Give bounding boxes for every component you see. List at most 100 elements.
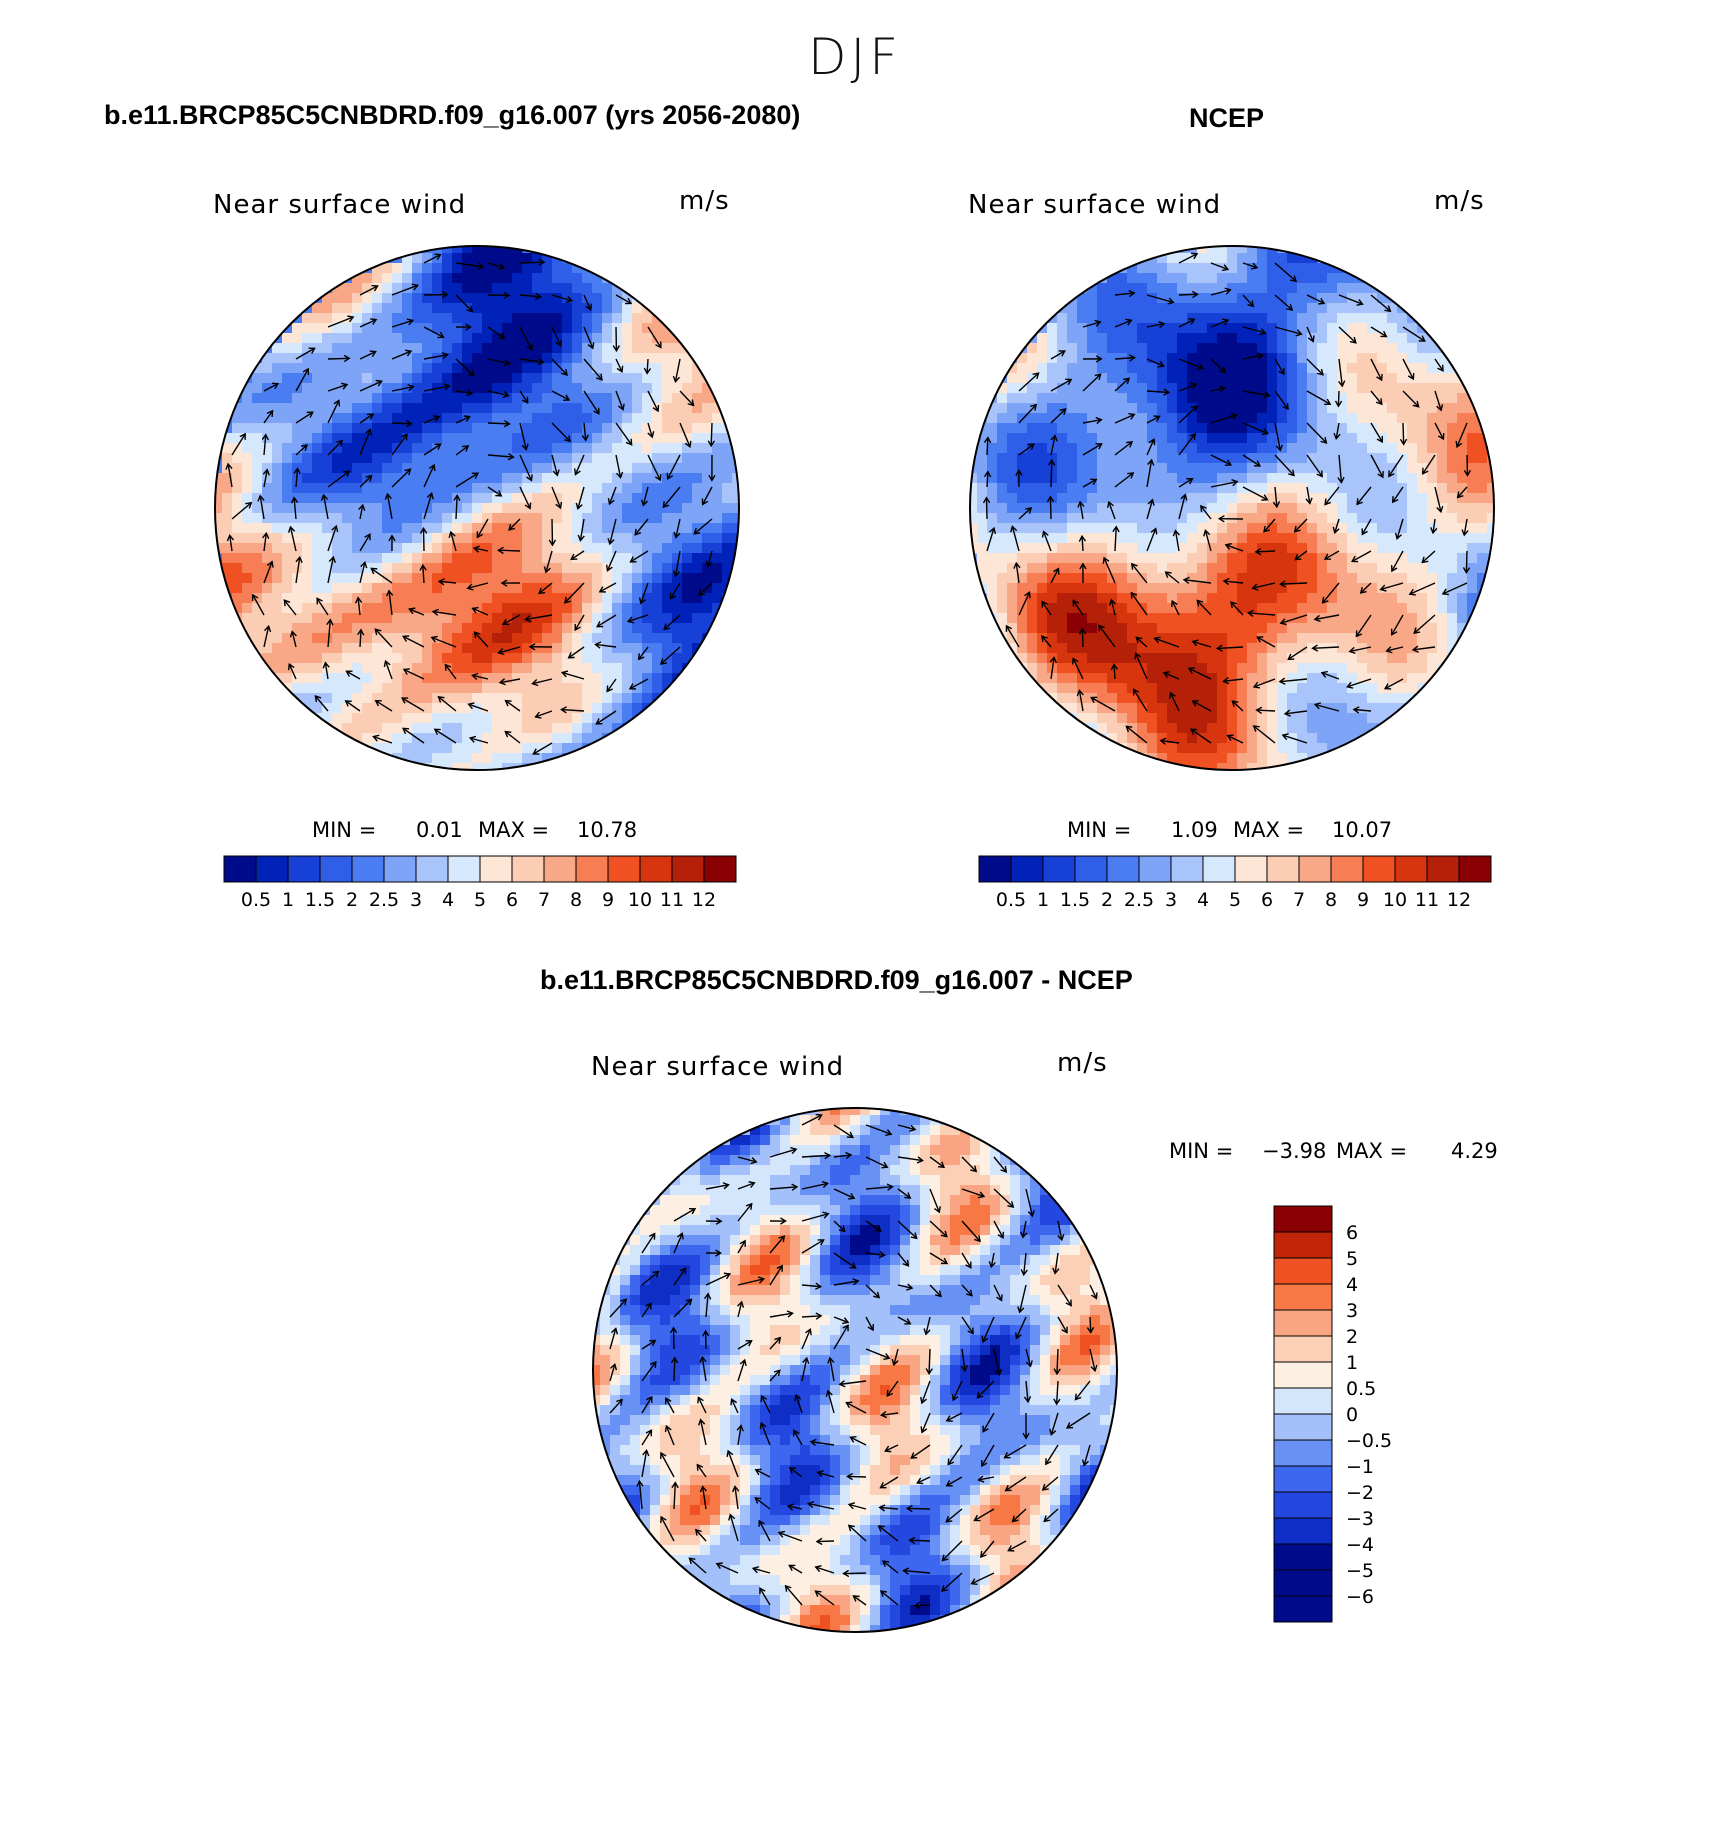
colorbar-swatch — [1458, 855, 1492, 883]
colorbar-swatch — [1394, 855, 1428, 883]
colorbar-tick-label: 11 — [660, 889, 684, 911]
panel-3-polar-map — [592, 1107, 1118, 1633]
colorbar-swatch — [1273, 1361, 1333, 1389]
colorbar-tick-label: −2 — [1346, 1482, 1374, 1504]
panel-1-title: b.e11.BRCP85C5CNBDRD.f09_g16.007 (yrs 20… — [104, 100, 801, 130]
colorbar-swatch — [543, 855, 577, 883]
colorbar-swatch — [1234, 855, 1268, 883]
panel-3-min-value: −3.98 — [1262, 1139, 1327, 1163]
colorbar-tick-label: 7 — [1293, 889, 1305, 911]
colorbar-tick-label: 4 — [1197, 889, 1209, 911]
colorbar-swatch — [1273, 1283, 1333, 1311]
colorbar-tick-label: 7 — [538, 889, 550, 911]
colorbar-swatch — [351, 855, 385, 883]
colorbar-swatch — [1273, 1595, 1333, 1623]
colorbar-tick-label: 9 — [602, 889, 614, 911]
colorbar-tick-label: 2 — [1346, 1326, 1358, 1348]
panel-1-min-value: 0.01 — [416, 818, 463, 842]
colorbar-swatch — [978, 855, 1012, 883]
colorbar-swatch — [1273, 1413, 1333, 1441]
colorbar-swatch — [1298, 855, 1332, 883]
panel-3-title: b.e11.BRCP85C5CNBDRD.f09_g16.007 - NCEP — [540, 965, 1133, 995]
colorbar-tick-label: 0 — [1346, 1404, 1358, 1426]
panel-2-units-label: m/s — [1434, 186, 1485, 216]
panel-2-min-label: MIN = — [1067, 818, 1132, 842]
colorbar-tick-label: 1 — [1346, 1352, 1358, 1374]
colorbar-tick-label: 1 — [282, 889, 294, 911]
colorbar-swatch — [1273, 1205, 1333, 1233]
colorbar-tick-label: 11 — [1415, 889, 1439, 911]
panel-1-polar-map — [214, 245, 740, 771]
colorbar-swatch — [639, 855, 673, 883]
panel-3-units-label: m/s — [1057, 1048, 1108, 1078]
colorbar-tick-label: 10 — [628, 889, 652, 911]
panel-3-max-label: MAX = — [1336, 1139, 1408, 1163]
colorbar-swatch — [1273, 1569, 1333, 1597]
colorbar-swatch — [1074, 855, 1108, 883]
colorbar-swatch — [319, 855, 353, 883]
colorbar-tick-label: 6 — [1346, 1222, 1358, 1244]
colorbar-swatch — [1138, 855, 1172, 883]
colorbar-tick-label: 3 — [410, 889, 422, 911]
colorbar-tick-label: 8 — [570, 889, 582, 911]
colorbar-tick-label: −6 — [1346, 1586, 1374, 1608]
colorbar-swatch — [1170, 855, 1204, 883]
colorbar-tick-label: 2.5 — [369, 889, 399, 911]
colorbar-tick-label: 4 — [442, 889, 454, 911]
panel-3-max-value: 4.29 — [1451, 1139, 1498, 1163]
panel-3-variable-label: Near surface wind — [591, 1052, 845, 1082]
colorbar-tick-label: −4 — [1346, 1534, 1374, 1556]
colorbar-tick-label: 2.5 — [1124, 889, 1154, 911]
colorbar-tick-label: 6 — [1261, 889, 1273, 911]
colorbar-tick-label: 3 — [1165, 889, 1177, 911]
colorbar-swatch — [1042, 855, 1076, 883]
colorbar-tick-label: 0.5 — [1346, 1378, 1376, 1400]
colorbar-tick-label: 5 — [474, 889, 486, 911]
colorbar-swatch — [1202, 855, 1236, 883]
colorbar-tick-label: 5 — [1346, 1248, 1358, 1270]
colorbar-swatch — [383, 855, 417, 883]
colorbar-swatch — [1273, 1543, 1333, 1571]
colorbar-tick-label: −0.5 — [1346, 1430, 1392, 1452]
colorbar-swatch — [575, 855, 609, 883]
panel-2-variable-label: Near surface wind — [968, 190, 1222, 220]
colorbar-tick-label: 5 — [1229, 889, 1241, 911]
colorbar-tick-label: −1 — [1346, 1456, 1374, 1478]
colorbar-tick-label: 12 — [692, 889, 716, 911]
colorbar-tick-label: 1.5 — [1060, 889, 1090, 911]
colorbar-swatch — [1010, 855, 1044, 883]
figure-title: DJF — [807, 28, 902, 86]
panel-2-min-value: 1.09 — [1171, 818, 1218, 842]
panel-2-title: NCEP — [1189, 103, 1265, 133]
panel-1-colorbar: 0.5 1 1.5 2 2.5 3 4 5 6 7 8 9 10 11 12 — [223, 855, 737, 911]
panel-2-max-value: 10.07 — [1332, 818, 1393, 842]
colorbar-swatch — [223, 855, 257, 883]
colorbar-swatch — [447, 855, 481, 883]
colorbar-tick-label: 8 — [1325, 889, 1337, 911]
panel-2-colorbar: 0.5 1 1.5 2 2.5 3 4 5 6 7 8 9 10 11 12 — [978, 855, 1492, 911]
colorbar-swatch — [1273, 1387, 1333, 1415]
colorbar-swatch — [1426, 855, 1460, 883]
colorbar-swatch — [1273, 1439, 1333, 1467]
colorbar-swatch — [1273, 1465, 1333, 1493]
panel-2-max-label: MAX = — [1233, 818, 1305, 842]
colorbar-swatch — [671, 855, 705, 883]
colorbar-tick-label: 12 — [1447, 889, 1471, 911]
colorbar-tick-label: 3 — [1346, 1300, 1358, 1322]
colorbar-swatch — [255, 855, 289, 883]
colorbar-swatch — [1273, 1231, 1333, 1259]
colorbar-tick-label: 6 — [506, 889, 518, 911]
colorbar-tick-label: 2 — [346, 889, 358, 911]
panel-1-max-value: 10.78 — [577, 818, 638, 842]
colorbar-tick-label: 10 — [1383, 889, 1407, 911]
colorbar-tick-label: −3 — [1346, 1508, 1374, 1530]
panel-1-min-label: MIN = — [312, 818, 377, 842]
colorbar-tick-label: 4 — [1346, 1274, 1358, 1296]
colorbar-swatch — [1266, 855, 1300, 883]
colorbar-swatch — [1273, 1309, 1333, 1337]
panel-3-colorbar: 6 5 4 3 2 1 0.5 0 −0.5 −1 −2 −3 −4 −5 −6 — [1273, 1205, 1392, 1623]
colorbar-swatch — [415, 855, 449, 883]
colorbar-swatch — [1330, 855, 1364, 883]
colorbar-tick-label: 0.5 — [996, 889, 1026, 911]
colorbar-swatch — [1273, 1335, 1333, 1363]
